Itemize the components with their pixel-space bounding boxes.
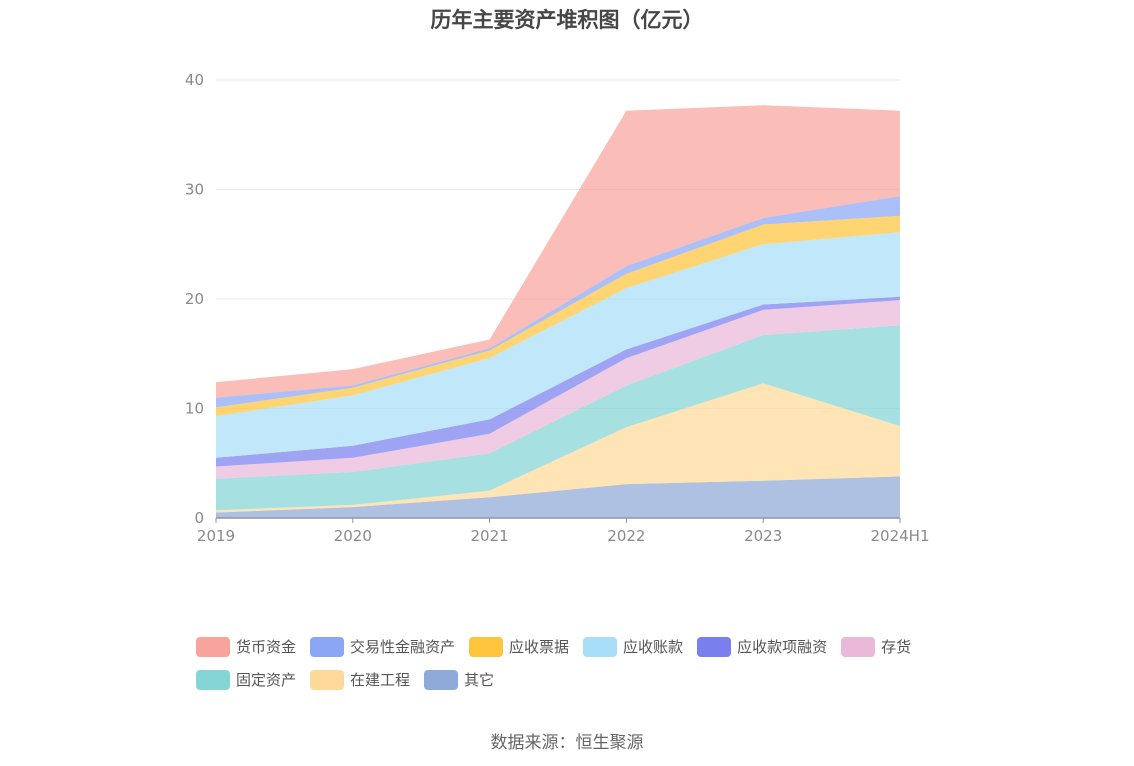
legend-row: 货币资金 交易性金融资产 应收票据 应收账款 应收款项融资 存货 bbox=[196, 630, 976, 663]
y-tick-label: 30 bbox=[185, 181, 204, 199]
stacked-area-chart: 0 10 20 30 40 2019 2020 2021 2022 2023 2024H1 bbox=[185, 71, 930, 545]
legend-item[interactable]: 应收账款 bbox=[583, 636, 683, 657]
area-series-1 bbox=[216, 383, 900, 513]
y-tick-label: 40 bbox=[185, 71, 204, 89]
legend-label: 应收账款 bbox=[623, 638, 684, 656]
legend-item[interactable]: 应收票据 bbox=[469, 636, 569, 657]
legend-label: 存货 bbox=[881, 638, 912, 656]
legend-item[interactable]: 应收款项融资 bbox=[697, 636, 827, 657]
legend-item[interactable]: 存货 bbox=[841, 636, 911, 657]
legend-label: 应收票据 bbox=[509, 638, 570, 656]
legend-label: 货币资金 bbox=[236, 638, 297, 656]
legend-item[interactable]: 货币资金 bbox=[196, 636, 296, 657]
x-tick-label: 2024H1 bbox=[871, 527, 930, 545]
y-tick-label: 10 bbox=[185, 400, 204, 418]
x-tick-label: 2022 bbox=[607, 527, 645, 545]
legend: 货币资金 交易性金融资产 应收票据 应收账款 应收款项融资 存货 固定资产 在建工程 其它 bbox=[196, 630, 976, 696]
area-series-3 bbox=[216, 300, 900, 479]
legend-swatch bbox=[196, 636, 230, 657]
legend-item[interactable]: 在建工程 bbox=[310, 669, 410, 690]
chart-title: 历年主要资产堆积图（亿元） bbox=[430, 8, 704, 32]
legend-swatch bbox=[196, 669, 230, 690]
source-note: 数据来源：恒生聚源 bbox=[490, 733, 644, 753]
x-tick-label: 2021 bbox=[471, 527, 509, 545]
area-series-2 bbox=[216, 325, 900, 511]
legend-swatch bbox=[583, 636, 618, 657]
area-series-0 bbox=[216, 476, 900, 518]
legend-item[interactable]: 交易性金融资产 bbox=[310, 636, 455, 657]
area-series bbox=[216, 105, 900, 518]
y-tick-label: 20 bbox=[185, 290, 204, 308]
legend-swatch bbox=[469, 636, 504, 657]
legend-swatch bbox=[424, 669, 459, 690]
legend-item[interactable]: 其它 bbox=[424, 669, 494, 690]
legend-swatch bbox=[310, 669, 345, 690]
x-tick-label: 2023 bbox=[744, 527, 782, 545]
legend-label: 其它 bbox=[464, 671, 495, 689]
area-series-7 bbox=[216, 196, 900, 408]
area-series-6 bbox=[216, 215, 900, 417]
legend-swatch bbox=[841, 636, 876, 657]
area-series-8 bbox=[216, 105, 900, 398]
legend-swatch bbox=[697, 636, 732, 657]
legend-label: 应收款项融资 bbox=[737, 638, 828, 656]
legend-row: 固定资产 在建工程 其它 bbox=[196, 663, 976, 696]
legend-label: 交易性金融资产 bbox=[350, 638, 456, 656]
area-series-5 bbox=[216, 232, 900, 458]
legend-swatch bbox=[310, 636, 345, 657]
legend-label: 固定资产 bbox=[236, 671, 297, 689]
x-tick-label: 2019 bbox=[197, 527, 235, 545]
y-tick-label: 0 bbox=[194, 509, 204, 527]
x-tick-label: 2020 bbox=[334, 527, 372, 545]
legend-label: 在建工程 bbox=[350, 671, 411, 689]
axes: 0 10 20 30 40 2019 2020 2021 2022 2023 2024H1 bbox=[185, 71, 930, 545]
legend-item[interactable]: 固定资产 bbox=[196, 669, 296, 690]
